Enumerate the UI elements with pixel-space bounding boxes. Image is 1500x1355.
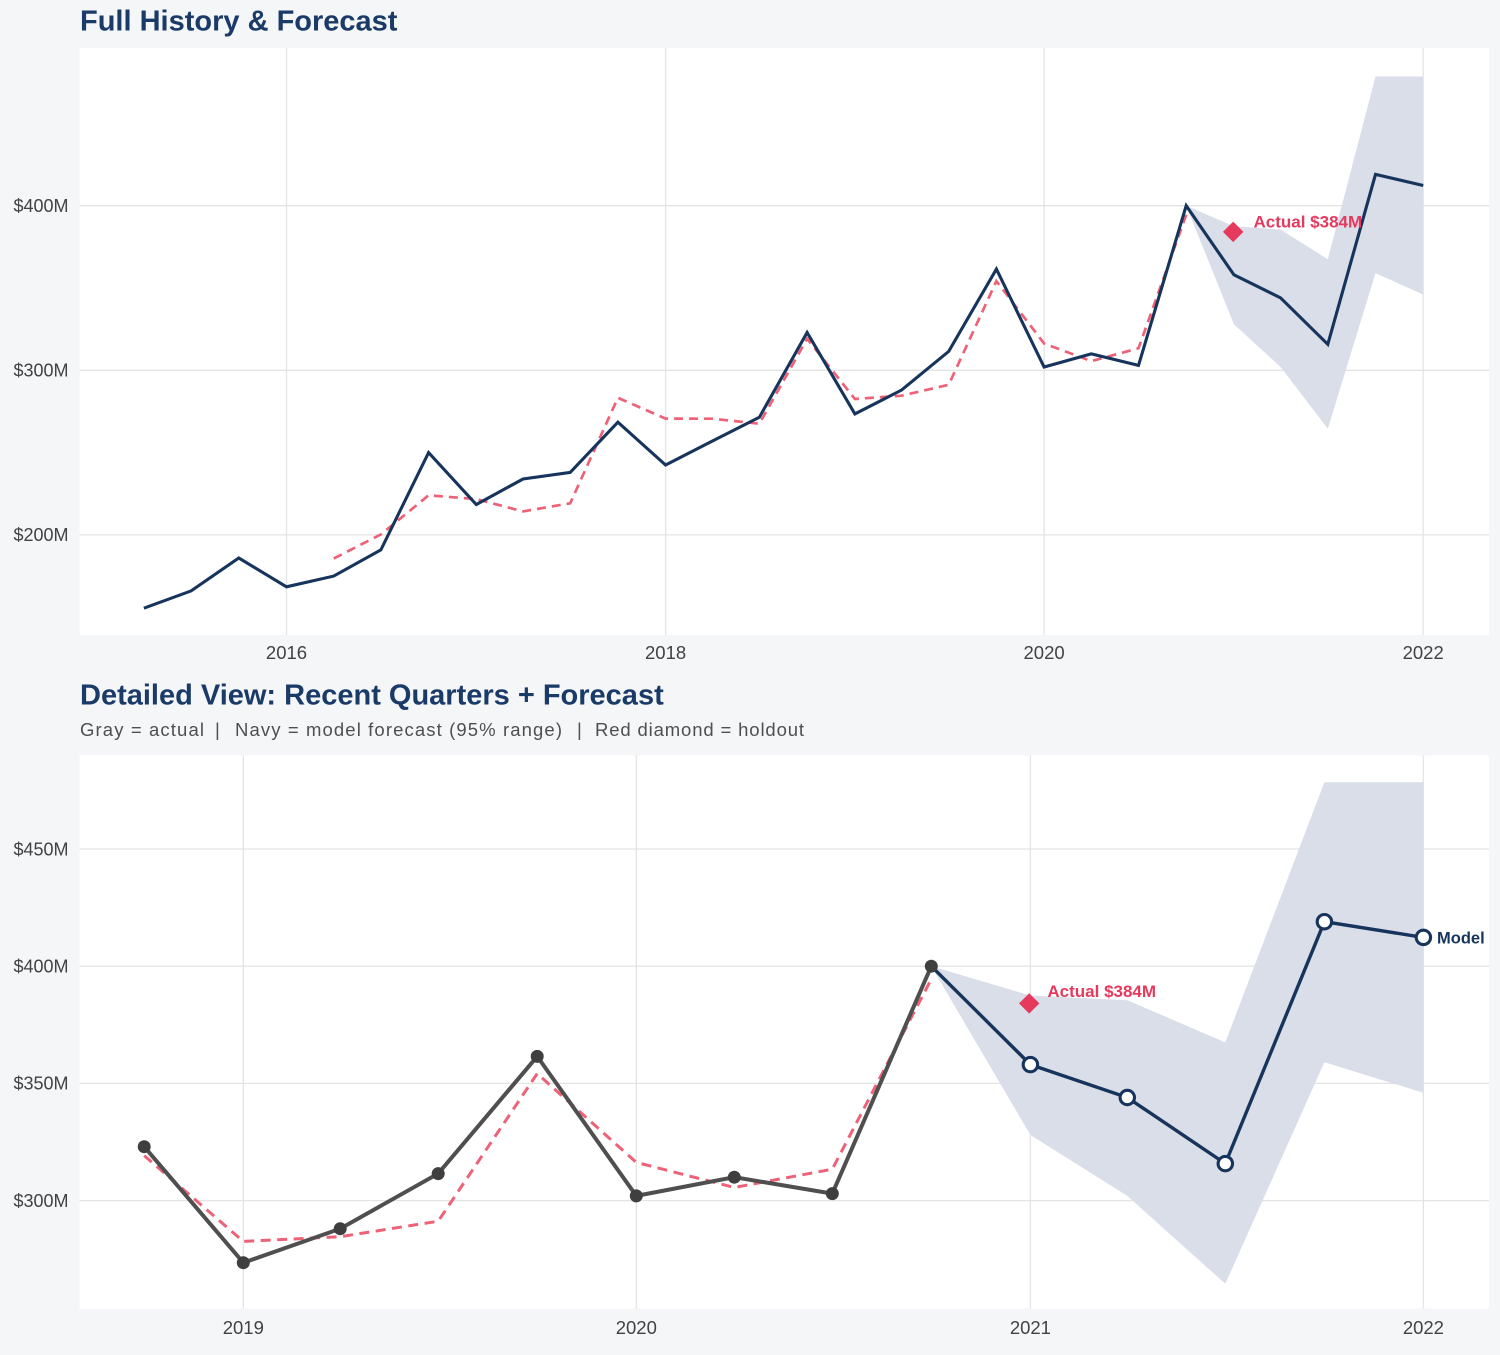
svg-text:2020: 2020	[1024, 642, 1065, 663]
svg-text:$200M: $200M	[13, 525, 68, 545]
svg-text:2022: 2022	[1403, 1317, 1444, 1338]
svg-text:$300M: $300M	[13, 1191, 68, 1211]
svg-text:Navy = model forecast (95% ran: Navy = model forecast (95% range)	[235, 719, 562, 740]
svg-text:Model: Model	[1437, 930, 1485, 948]
svg-text:$400M: $400M	[13, 957, 68, 977]
svg-text:$400M: $400M	[13, 196, 68, 216]
svg-text:Actual $384M: Actual $384M	[1047, 982, 1156, 1001]
svg-text:$450M: $450M	[13, 839, 68, 859]
svg-text:Red diamond = holdout: Red diamond = holdout	[595, 719, 804, 740]
svg-text:$300M: $300M	[13, 361, 68, 381]
svg-text:Actual $384M: Actual $384M	[1254, 213, 1363, 232]
svg-text:2020: 2020	[616, 1317, 657, 1338]
svg-text:2021: 2021	[1010, 1317, 1051, 1338]
svg-text:|: |	[577, 719, 582, 740]
svg-text:Gray = actual: Gray = actual	[80, 719, 204, 740]
svg-text:2018: 2018	[645, 642, 686, 663]
svg-text:2019: 2019	[223, 1317, 264, 1338]
svg-text:2016: 2016	[266, 642, 307, 663]
svg-text:Detailed View: Recent Quarters: Detailed View: Recent Quarters + Forecas…	[80, 680, 664, 712]
svg-text:|: |	[215, 719, 220, 740]
svg-text:Full History & Forecast: Full History & Forecast	[80, 6, 398, 38]
svg-text:$350M: $350M	[13, 1074, 68, 1094]
svg-text:2022: 2022	[1403, 642, 1444, 663]
